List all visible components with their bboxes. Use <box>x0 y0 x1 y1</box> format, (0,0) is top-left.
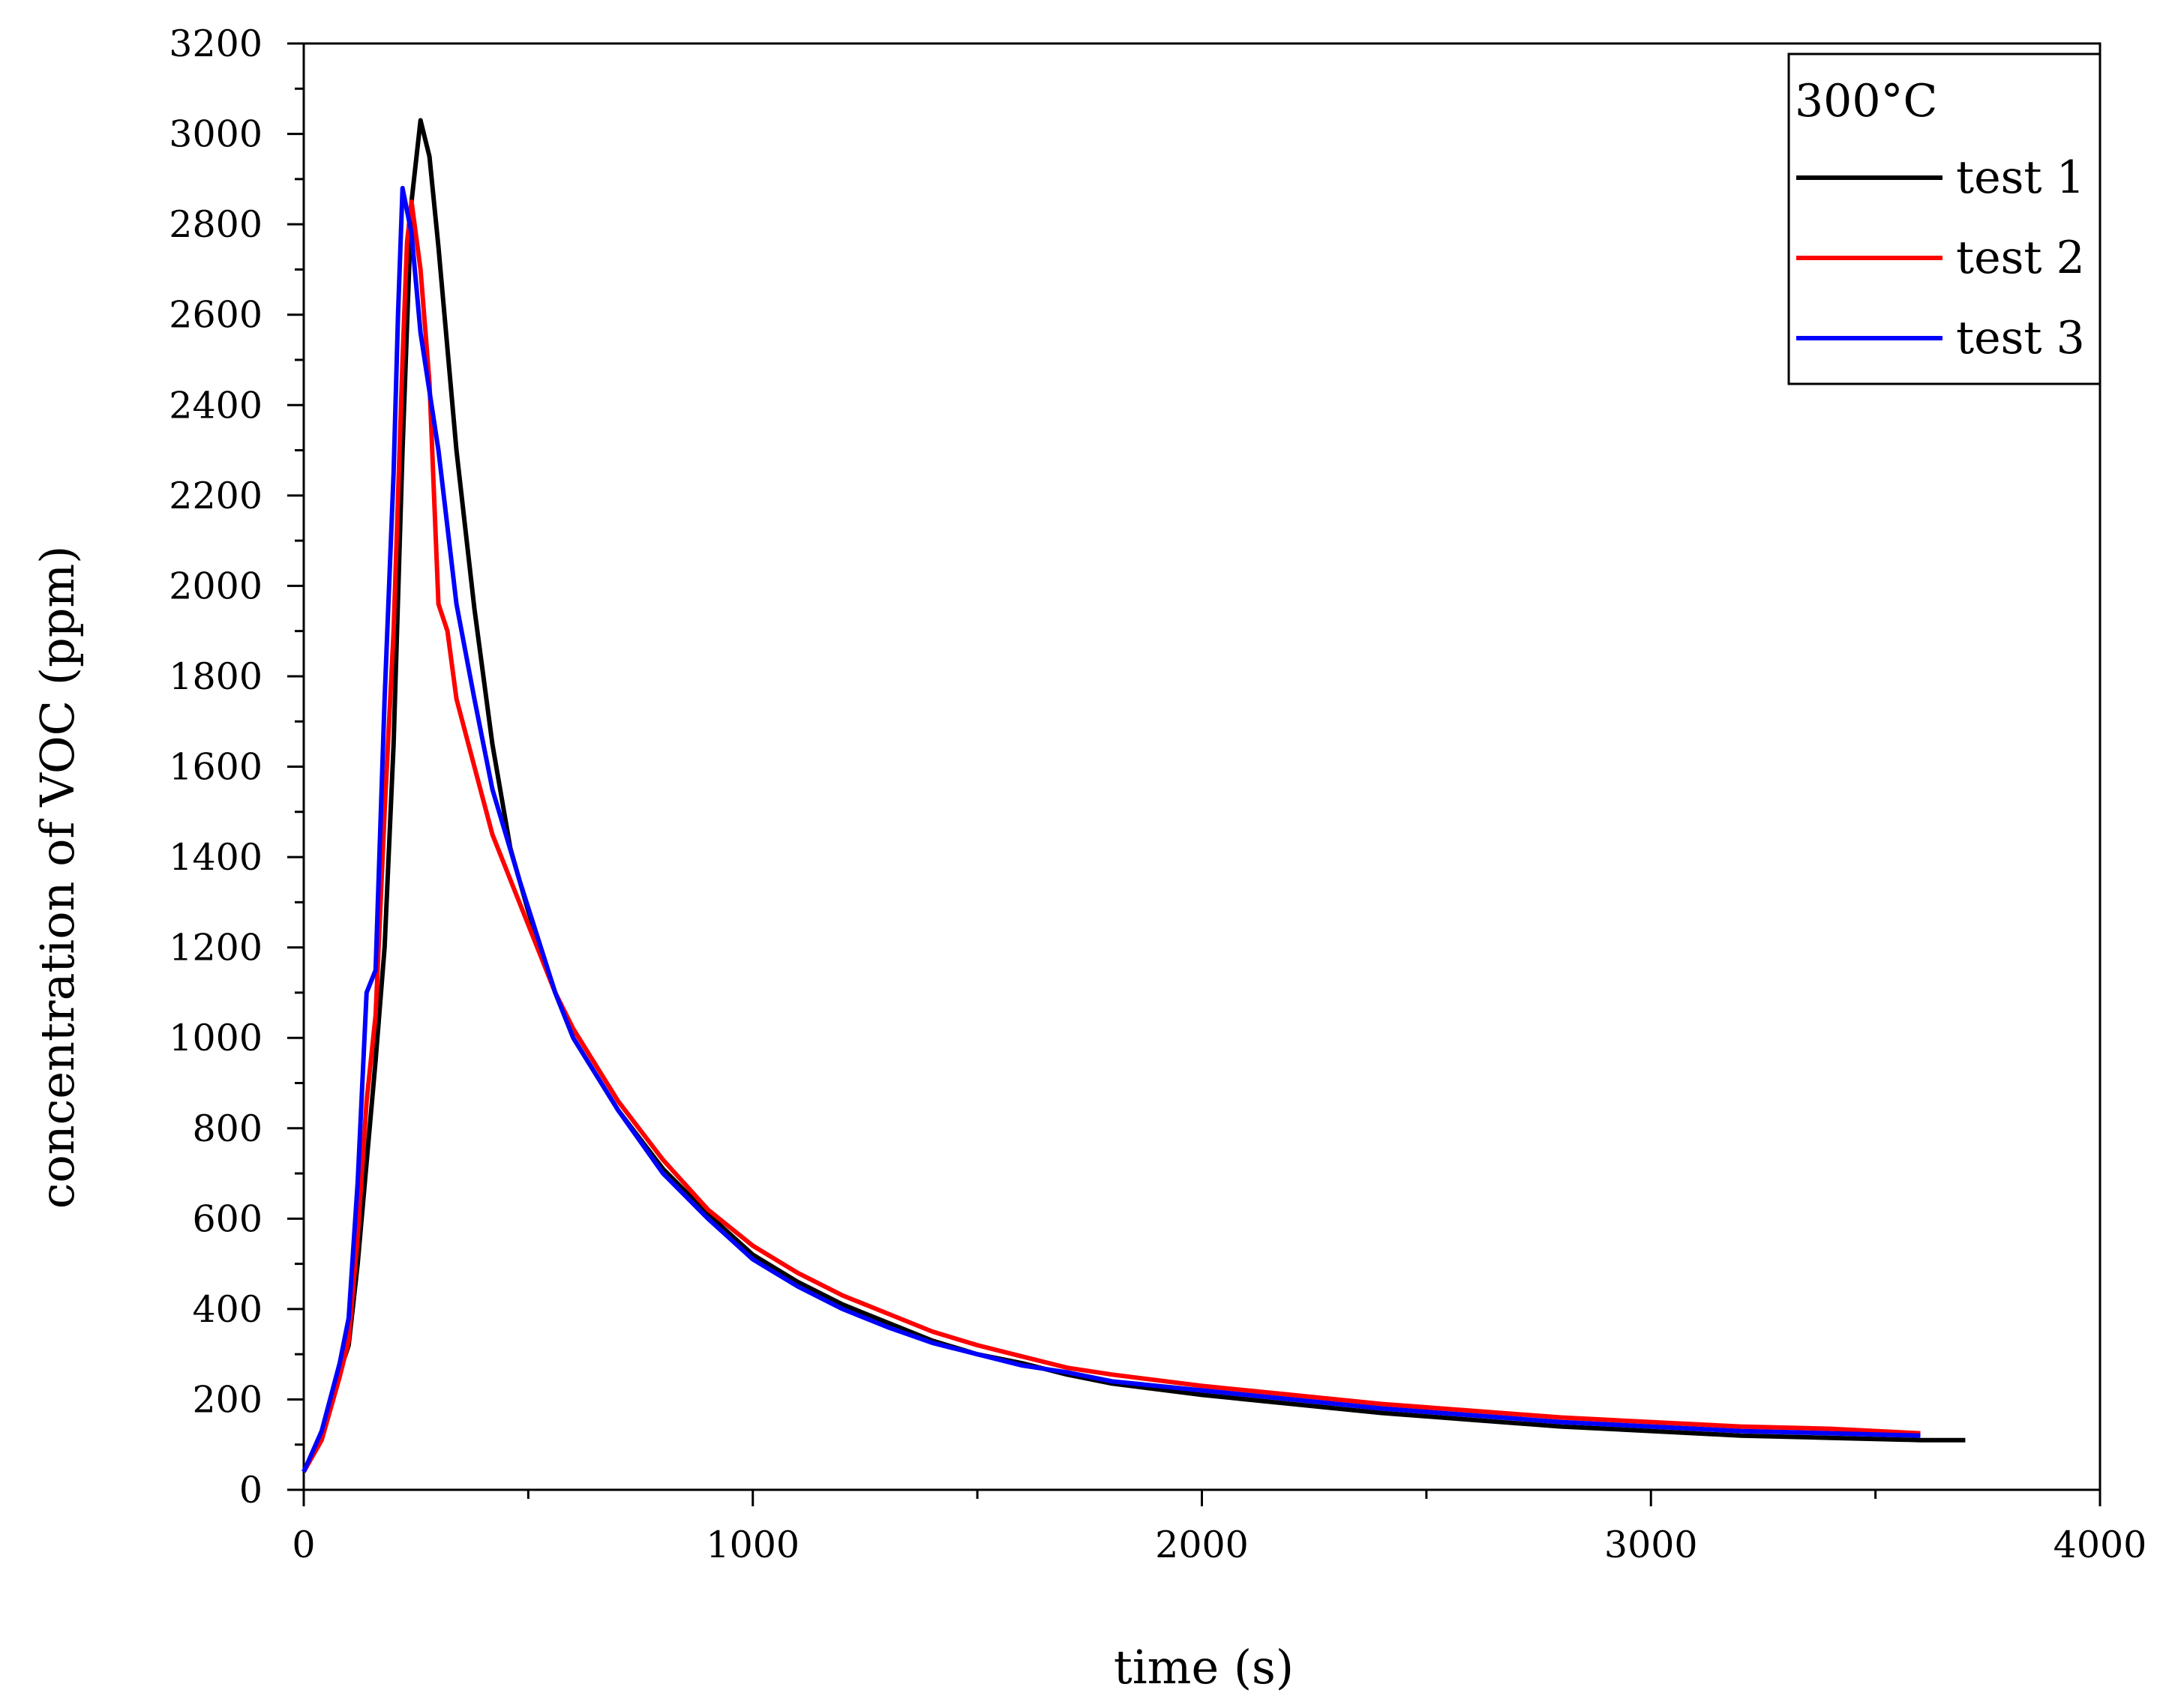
y-tick-label: 400 <box>192 1288 262 1331</box>
y-tick-label: 1800 <box>169 655 262 698</box>
y-tick-label: 2800 <box>169 203 262 246</box>
series-line-test-1 <box>302 118 1966 1473</box>
series-line-test-2 <box>302 199 1921 1473</box>
legend-label: test 3 <box>1956 312 2085 364</box>
y-tick-label: 3000 <box>169 113 262 156</box>
y-tick-label: 1200 <box>169 927 262 969</box>
x-tick-label: 3000 <box>1604 1524 1698 1566</box>
legend-label: test 1 <box>1956 151 2085 204</box>
y-tick-label: 2400 <box>169 384 262 427</box>
legend-title: 300°C <box>1795 75 1937 127</box>
x-axis-title: time (s) <box>1114 1640 1294 1695</box>
legend: 300°C test 1 test 2 test 3 <box>1787 52 2102 385</box>
y-tick-label: 1600 <box>169 746 262 789</box>
y-tick-label: 1400 <box>169 836 262 879</box>
x-tick-label: 2000 <box>1155 1524 1249 1566</box>
legend-box <box>1787 52 2102 385</box>
x-axis: 0 1000 2000 3000 4000 <box>292 1490 2146 1566</box>
x-tick-label: 4000 <box>2054 1524 2147 1566</box>
y-tick-label: 800 <box>192 1107 262 1150</box>
series-line-test-3 <box>302 185 1921 1473</box>
y-axis: 0 200 400 600 800 1000 1200 1400 1600 1800 2000 220… <box>169 22 304 1512</box>
x-tick-label: 1000 <box>706 1524 800 1566</box>
y-tick-label: 3200 <box>169 22 262 65</box>
y-tick-label: 2600 <box>169 294 262 337</box>
y-tick-label: 1000 <box>169 1017 262 1059</box>
series-lines <box>302 118 1966 1473</box>
y-tick-label: 200 <box>192 1378 262 1421</box>
y-tick-label: 2000 <box>169 565 262 607</box>
x-tick-label: 0 <box>292 1524 315 1566</box>
y-tick-label: 2200 <box>169 475 262 517</box>
legend-label: test 2 <box>1956 232 2085 284</box>
y-tick-label: 0 <box>239 1469 262 1512</box>
y-axis-title: concentration of VOC (ppm) <box>30 546 85 1209</box>
y-tick-label: 600 <box>192 1197 262 1240</box>
